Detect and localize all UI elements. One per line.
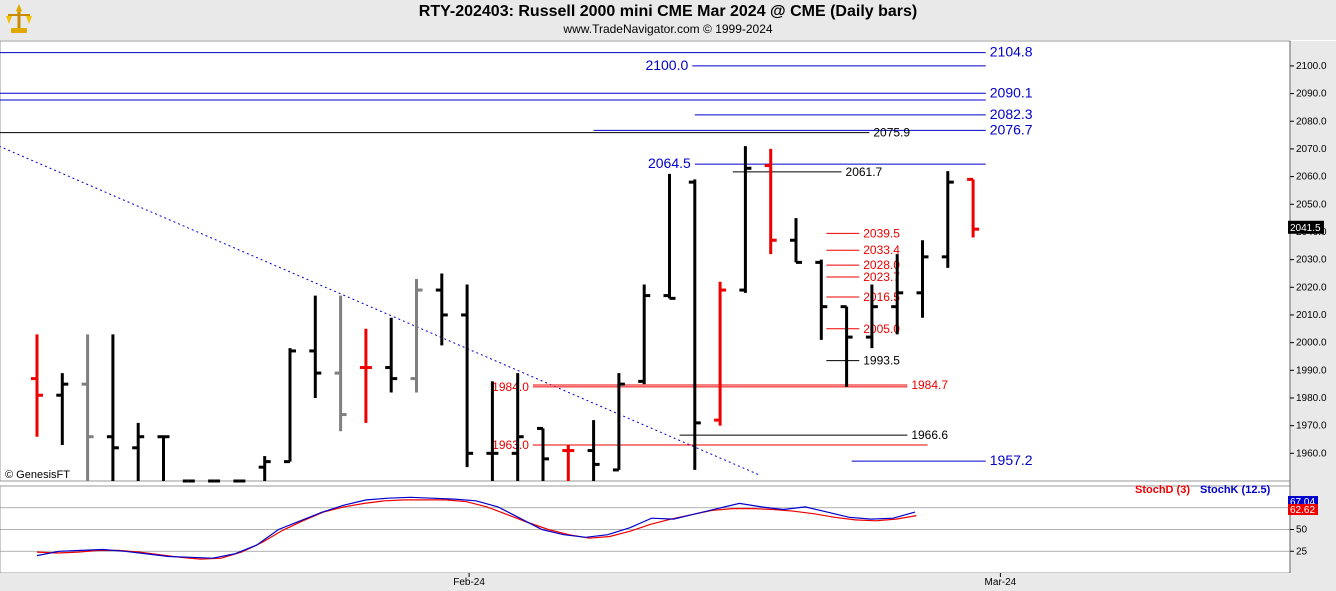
level-label: 2028.0 (863, 258, 900, 272)
level-label: 1966.6 (911, 428, 948, 442)
chart-title: RTY-202403: Russell 2000 mini CME Mar 20… (418, 3, 918, 20)
y-tick-label: 1990.0 (1296, 365, 1327, 376)
level-label: 2082.3 (990, 106, 1033, 122)
stochk-value: 67.04 (1290, 497, 1315, 508)
y-tick-label: 2090.0 (1296, 89, 1327, 100)
level-label: 2100.0 (645, 57, 688, 73)
chart-header (0, 0, 1336, 40)
level-label: 2075.9 (873, 126, 910, 140)
chart-subtitle: www.TradeNavigator.com © 1999-2024 (563, 22, 773, 36)
level-label: 2016.5 (863, 290, 900, 304)
stochk-value-box (1288, 496, 1318, 507)
level-label: 1984.7 (911, 378, 948, 392)
last-price-box (1288, 220, 1324, 234)
y-tick-label: 2010.0 (1296, 310, 1327, 321)
y-tick-label: 1960.0 (1296, 448, 1327, 459)
price-panel (0, 40, 1291, 482)
stochd-value-box (1288, 504, 1318, 515)
level-label: 1963.0 (492, 438, 529, 452)
level-label: 2005.0 (863, 322, 900, 336)
y-tick-label: 2020.0 (1296, 282, 1327, 293)
level-label: 2104.8 (990, 44, 1033, 60)
y-tick-label: 2080.0 (1296, 116, 1327, 127)
date-axis-background (0, 573, 1290, 591)
stoch-line-1 (36, 496, 916, 559)
level-label: 2061.7 (846, 165, 883, 179)
stochd-value: 62.62 (1290, 505, 1315, 516)
level-label: 1993.5 (863, 354, 900, 368)
osc-tick-label: 50 (1296, 525, 1308, 536)
level-label: 1957.2 (990, 452, 1033, 468)
dotted-trendline (0, 146, 761, 476)
last-price-label: 2041.5 (1290, 223, 1321, 234)
level-label: 2090.1 (990, 84, 1033, 100)
x-tick-label: Mar-24 (985, 577, 1017, 588)
level-label: 2023.7 (863, 270, 900, 284)
stochd-legend: StochD (3) (1135, 484, 1190, 496)
y-tick-label: 1970.0 (1296, 421, 1327, 432)
level-label: 1984.0 (492, 380, 529, 394)
x-tick-label: Feb-24 (453, 577, 485, 588)
y-tick-label: 2060.0 (1296, 172, 1327, 183)
level-label: 2039.5 (863, 226, 900, 240)
y-tick-label: 2050.0 (1296, 199, 1327, 210)
y-tick-label: 1980.0 (1296, 393, 1327, 404)
genesisft-watermark: © GenesisFT (5, 469, 70, 481)
stochk-legend: StochK (12.5) (1200, 484, 1271, 496)
level-label: 2064.5 (648, 155, 691, 171)
y-tick-label: 2030.0 (1296, 255, 1327, 266)
osc-tick-label: 25 (1296, 546, 1308, 557)
y-tick-label: 2000.0 (1296, 338, 1327, 349)
level-label: 2033.4 (863, 243, 900, 257)
y-tick-label: 2100.0 (1296, 61, 1327, 72)
trade-navigator-logo-icon (4, 3, 34, 35)
level-label: 2076.7 (990, 121, 1033, 137)
y-tick-label: 2070.0 (1296, 144, 1327, 155)
